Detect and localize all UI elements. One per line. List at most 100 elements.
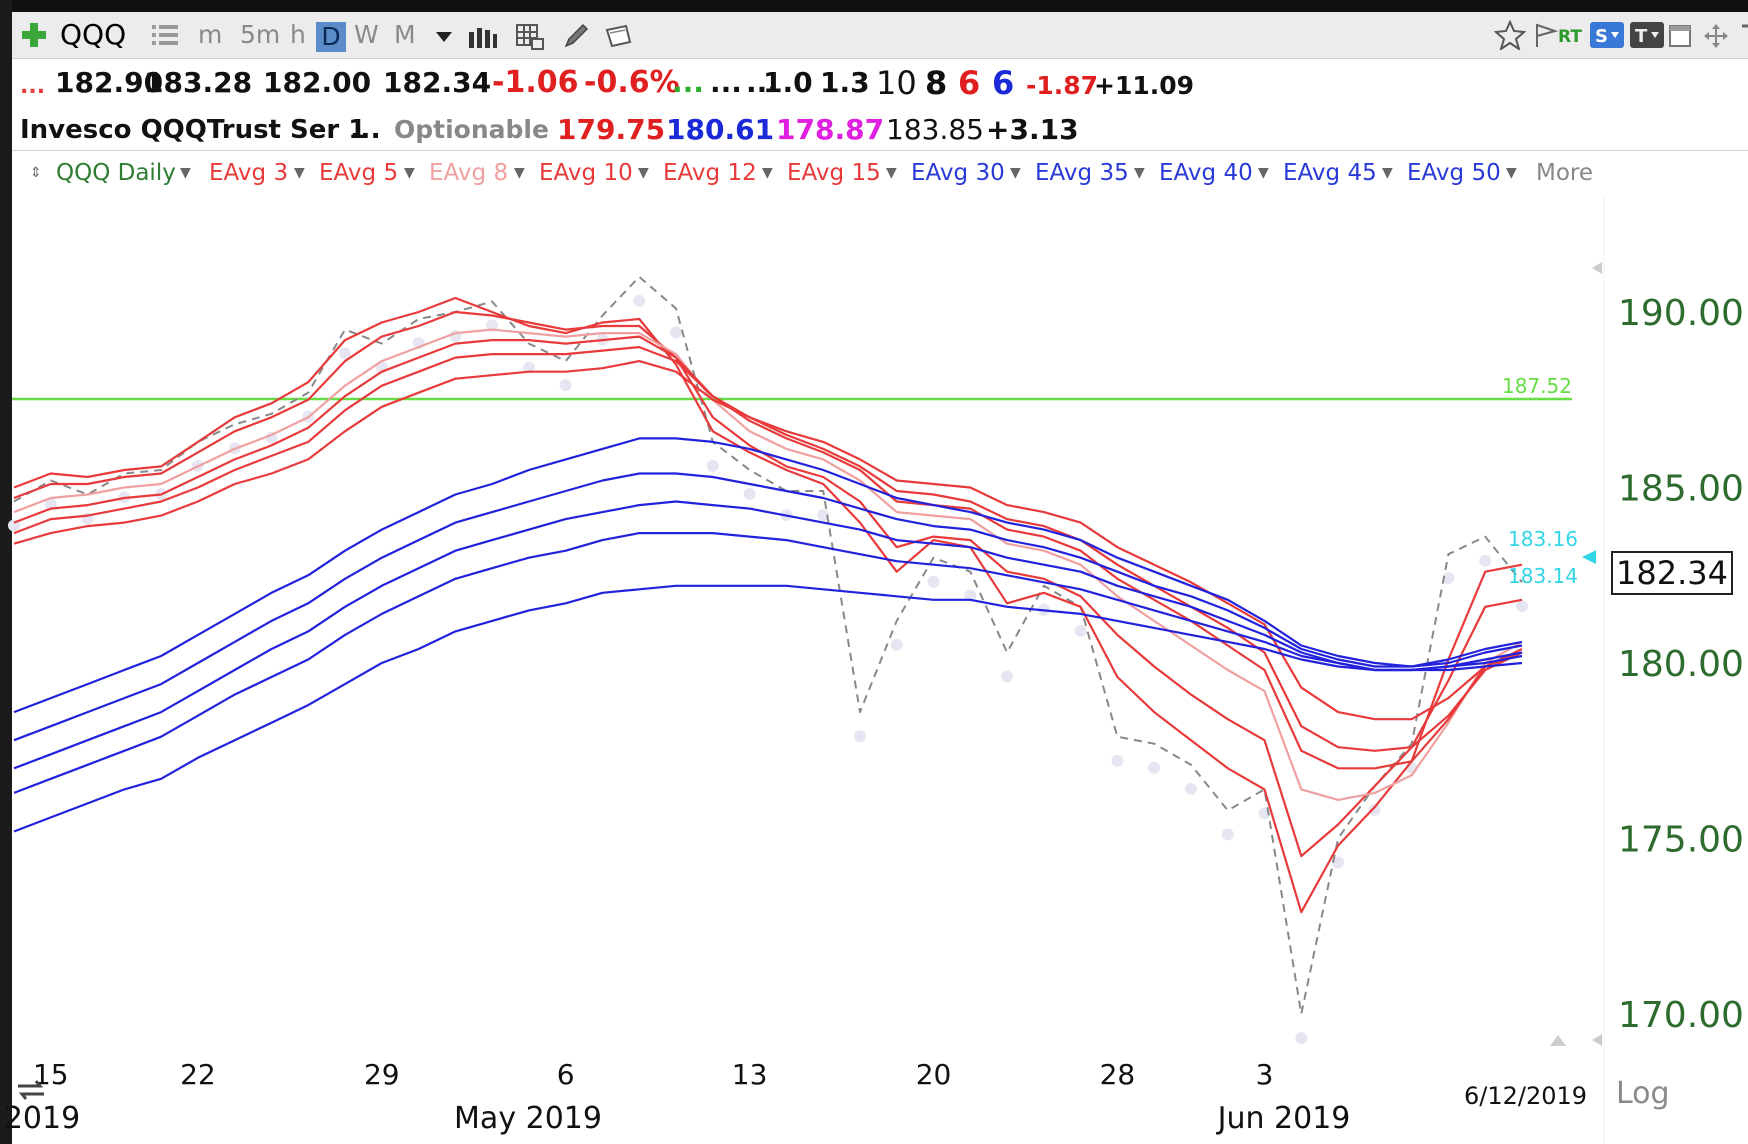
security-name: Invesco QQQTrust Ser 1 xyxy=(20,115,367,145)
flag-icon[interactable] xyxy=(1534,22,1558,48)
quote-value-2: 1.3 xyxy=(820,66,870,99)
close-dot xyxy=(1442,572,1455,585)
chevron-down-icon[interactable]: ▼ xyxy=(404,165,415,181)
svg-text:S: S xyxy=(1595,26,1608,47)
chevron-down-icon[interactable]: ▼ xyxy=(180,165,191,181)
close-dot xyxy=(81,512,94,525)
series-line-eavg-50 xyxy=(13,584,1523,833)
timeframe-dropdown-icon[interactable] xyxy=(436,32,452,42)
legend-main-series[interactable]: QQQ Daily xyxy=(56,160,176,186)
optionable-label: Optionable xyxy=(394,115,549,144)
chevron-down-icon[interactable]: ▼ xyxy=(886,165,897,181)
close-dot xyxy=(1148,761,1161,774)
chevron-down-icon[interactable]: ▼ xyxy=(1382,165,1393,181)
window-icon[interactable] xyxy=(1668,24,1692,48)
legend-eavg-3[interactable]: EAvg 3 xyxy=(209,160,289,186)
timeframe-hour[interactable]: h xyxy=(290,20,306,49)
move-icon[interactable] xyxy=(1702,22,1730,50)
series-line-eavg-5 xyxy=(13,310,1523,858)
low-value: 182.00 xyxy=(263,66,372,99)
x-tick-label: 13 xyxy=(732,1058,768,1091)
timeframe-5-minute[interactable]: 5m xyxy=(240,20,281,49)
toolbar: QQQ m 5m h D W M xyxy=(12,12,1748,59)
close-dot xyxy=(559,379,572,392)
close-dot xyxy=(1258,807,1271,820)
legend-eavg-10[interactable]: EAvg 10 xyxy=(539,160,633,186)
chevron-down-icon[interactable]: ▼ xyxy=(1134,165,1145,181)
legend-eavg-45[interactable]: EAvg 45 xyxy=(1283,160,1377,186)
favorite-star-icon[interactable] xyxy=(1494,20,1526,50)
legend-eavg-5[interactable]: EAvg 5 xyxy=(319,160,399,186)
series-line-eavg-35 xyxy=(13,472,1523,742)
chevron-down-icon[interactable]: ▼ xyxy=(638,165,649,181)
info-value-1: 179.75 xyxy=(557,113,666,146)
add-symbol-icon[interactable] xyxy=(20,21,48,49)
grid-settings-icon[interactable] xyxy=(516,24,544,50)
close-dot xyxy=(633,294,646,307)
chevron-down-icon[interactable]: ▼ xyxy=(1506,165,1517,181)
open-value: 182.90 xyxy=(55,66,164,99)
chevron-down-icon[interactable]: ▼ xyxy=(514,165,525,181)
close-dot xyxy=(927,575,940,588)
chevron-down-icon[interactable]: ▼ xyxy=(1010,165,1021,181)
scan-s-icon[interactable]: S xyxy=(1590,22,1624,48)
quote-prefix: ... xyxy=(20,74,46,99)
close-dot xyxy=(670,326,683,339)
legend-eavg-40[interactable]: EAvg 40 xyxy=(1159,160,1253,186)
legend-eavg-15[interactable]: EAvg 15 xyxy=(787,160,881,186)
timeframe-daily[interactable]: D xyxy=(316,22,346,52)
svg-text:T: T xyxy=(1635,26,1648,47)
window-left-border xyxy=(0,0,12,1144)
chart-style-icon[interactable] xyxy=(468,26,498,48)
close-dot xyxy=(596,333,609,346)
close-dot xyxy=(1221,828,1234,841)
scroll-down-arrow-icon xyxy=(1592,1034,1602,1046)
refresh-icon[interactable] xyxy=(14,1076,48,1104)
legend-eavg-50[interactable]: EAvg 50 xyxy=(1407,160,1501,186)
quote-value-5: 6 xyxy=(958,64,981,102)
close-dot xyxy=(1037,603,1050,616)
change-percent: -0.6% xyxy=(584,65,680,100)
legend-eavg-8[interactable]: EAvg 8 xyxy=(429,160,509,186)
close-dot xyxy=(890,638,903,651)
horizontal-line-label: 187.52 xyxy=(1502,374,1572,398)
close-dot xyxy=(265,431,278,444)
close-dot xyxy=(118,491,131,504)
timeframe-weekly[interactable]: W xyxy=(354,20,379,49)
legend-eavg-12[interactable]: EAvg 12 xyxy=(663,160,757,186)
close-dot xyxy=(1368,803,1381,816)
annotation-icon[interactable] xyxy=(604,24,634,50)
realtime-label[interactable]: RT xyxy=(1558,27,1582,47)
timeframe-minute[interactable]: m xyxy=(198,20,223,49)
window-menu-icon[interactable] xyxy=(1738,22,1748,50)
quote-value-3: 10 xyxy=(876,64,917,102)
draw-pencil-icon[interactable] xyxy=(562,22,590,50)
close-dot xyxy=(155,487,168,500)
info-value-5: +3.13 xyxy=(986,113,1079,146)
legend-eavg-35[interactable]: EAvg 35 xyxy=(1035,160,1129,186)
quote-value-4: 8 xyxy=(925,64,948,102)
chevron-down-icon[interactable]: ▼ xyxy=(1258,165,1269,181)
x-tick-label: 20 xyxy=(916,1058,952,1091)
close-dot xyxy=(817,509,830,522)
close-dot xyxy=(228,442,241,455)
chevron-down-icon[interactable]: ▼ xyxy=(294,165,305,181)
x-tick-label: 28 xyxy=(1100,1058,1136,1091)
timeframe-monthly[interactable]: M xyxy=(394,20,416,49)
legend-eavg-30[interactable]: EAvg 30 xyxy=(911,160,1005,186)
watchlist-icon[interactable] xyxy=(152,24,178,46)
close-dot xyxy=(1184,782,1197,795)
log-scale-toggle[interactable]: Log xyxy=(1616,1076,1670,1111)
indicator-legend: ⇕ QQQ Daily ▼ EAvg 3 ▼ EAvg 5 ▼ EAvg 8 ▼… xyxy=(12,154,1748,192)
legend-toggle-icon[interactable]: ⇕ xyxy=(30,165,42,181)
symbol-field[interactable]: QQQ xyxy=(60,18,127,51)
x-tick-label: 6 xyxy=(557,1058,575,1091)
legend-more-button[interactable]: More xyxy=(1536,160,1594,186)
series-line-eavg-3 xyxy=(13,296,1523,914)
trade-t-icon[interactable]: T xyxy=(1630,22,1664,48)
info-dots: ... xyxy=(350,114,381,145)
series-line-eavg-10 xyxy=(13,335,1523,770)
quote-dots: ... xyxy=(746,66,778,99)
series-line-eavg-45 xyxy=(13,531,1523,794)
chevron-down-icon[interactable]: ▼ xyxy=(762,165,773,181)
